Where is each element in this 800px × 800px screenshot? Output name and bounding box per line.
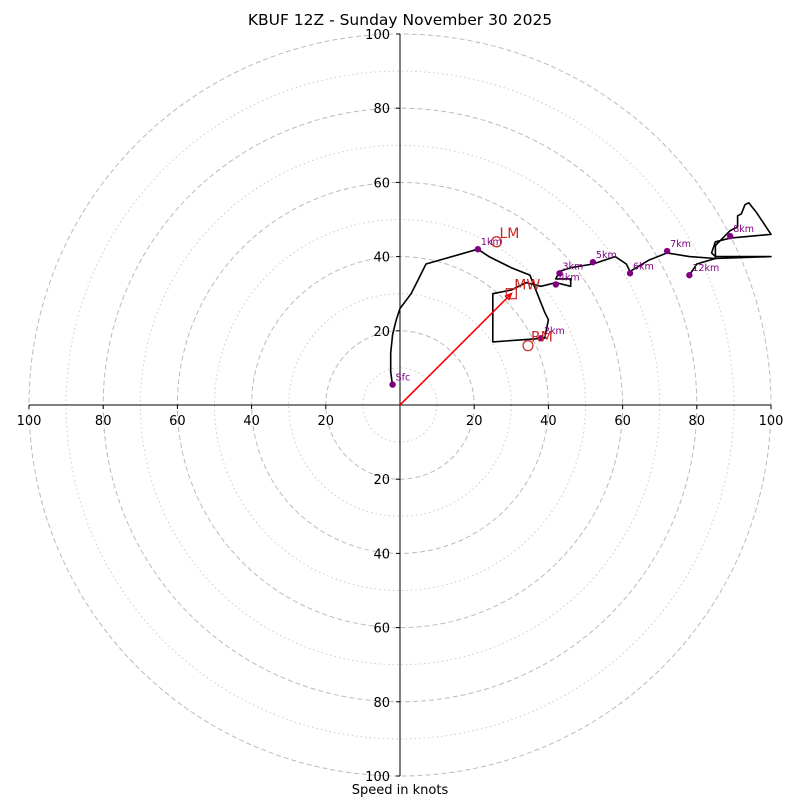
- height-marker-label: Sfc: [396, 373, 411, 384]
- y-tick-label: 20: [373, 325, 390, 340]
- y-tick-label: 100: [365, 28, 390, 43]
- hodograph-line-0: [389, 202, 772, 387]
- height-marker-point: [663, 247, 671, 255]
- height-marker-label: 7km: [670, 239, 691, 250]
- height-marker-point: [726, 232, 734, 240]
- x-tick-label: 20: [318, 414, 335, 429]
- y-tick-label: 40: [373, 547, 390, 562]
- x-tick-label: 60: [169, 414, 186, 429]
- height-marker-label: 6km: [633, 261, 654, 272]
- height-marker-point: [552, 281, 560, 288]
- x-tick-label: 60: [614, 414, 631, 429]
- y-tick-label: 40: [373, 251, 390, 266]
- x-tick-label: 20: [466, 414, 483, 429]
- chart-title: KBUF 12Z - Sunday November 30 2025: [247, 11, 553, 29]
- height-marker-label: 4km: [559, 272, 580, 283]
- motion-marker-circle: [522, 340, 534, 352]
- height-marker-label: 3km: [563, 261, 584, 272]
- x-tick-label: 40: [540, 414, 557, 429]
- tick-labels: 100 80 60 40 20 20 40 60 80 100 20 40 60 80 100 20 40 60 8…: [17, 28, 784, 785]
- height-marker-point: [537, 335, 545, 342]
- x-tick-label: 40: [243, 414, 260, 429]
- height-marker-label: 5km: [596, 250, 617, 261]
- y-tick-label: 80: [373, 102, 390, 117]
- mean-wind-arrow: [399, 293, 512, 406]
- motion-marker-square: [505, 288, 517, 300]
- y-tick-label: 100: [365, 770, 390, 785]
- height-marker-point: [589, 258, 597, 266]
- height-marker-label: 12km: [692, 263, 719, 274]
- x-axis-label: Speed in knots: [351, 783, 449, 798]
- y-tick-label: 20: [373, 473, 390, 488]
- height-marker-point: [686, 271, 693, 279]
- motion-marker-circle: [490, 236, 503, 248]
- mean-wind-arrowhead: [504, 292, 513, 301]
- x-tick-label: 80: [95, 414, 112, 429]
- y-tick-label: 60: [373, 622, 390, 637]
- motion-marker-label: MW: [514, 278, 540, 294]
- y-tick-label: 80: [373, 696, 390, 711]
- height-marker-label: 8km: [733, 224, 754, 235]
- storm-motion-markers: LM MW RM: [490, 226, 553, 352]
- x-tick-label: 80: [689, 414, 706, 429]
- x-tick-label: 100: [759, 414, 784, 429]
- y-tick-label: 60: [373, 176, 390, 191]
- motion-marker-label: LM: [499, 226, 519, 242]
- height-marker-point: [556, 270, 563, 277]
- height-marker-label: 2km: [544, 326, 565, 337]
- height-marker-point: [389, 381, 396, 388]
- hodograph-trace: [389, 202, 772, 387]
- mean-wind-vector: [399, 292, 513, 406]
- x-tick-label: 100: [17, 414, 42, 429]
- height-marker-point: [626, 270, 634, 277]
- height-marker-point: [474, 245, 482, 253]
- motion-marker-label: RM: [531, 330, 553, 346]
